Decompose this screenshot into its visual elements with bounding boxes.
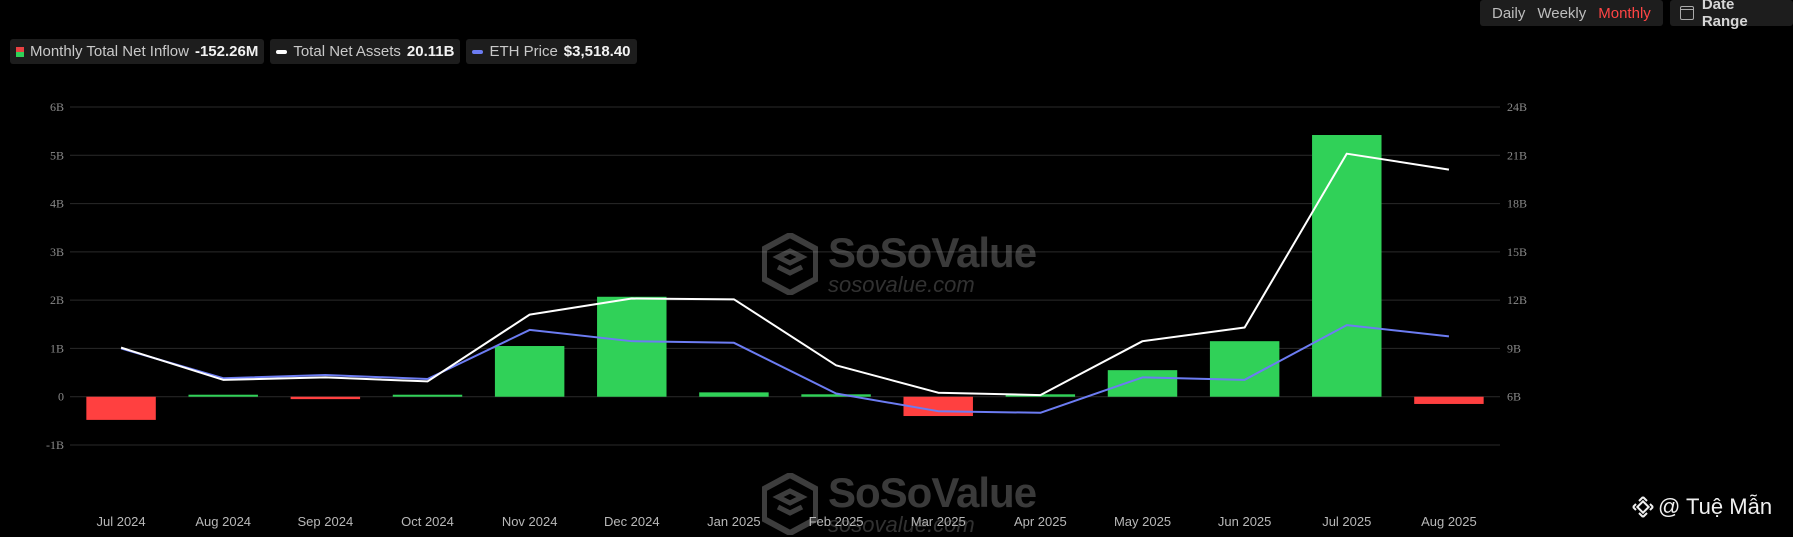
right-tick-label: 12B (1507, 293, 1527, 307)
credit-text: @ Tuệ Mẫn (1658, 494, 1773, 519)
eth-price-line (120, 324, 1450, 414)
right-tick-label: 18B (1507, 197, 1527, 211)
sosovalue-logo-icon (762, 233, 818, 295)
inflow-bar (494, 346, 565, 397)
legend-inflow[interactable]: Monthly Total Net Inflow -152.26M (10, 39, 265, 64)
eth-swatch-icon (472, 49, 484, 54)
right-tick-label: 9B (1507, 341, 1521, 355)
right-tick-label: 24B (1507, 100, 1527, 114)
inflow-bar (86, 396, 156, 420)
x-tick-label: Aug 2024 (195, 514, 251, 529)
chart-legend: Monthly Total Net Inflow -152.26M Total … (10, 39, 637, 64)
legend-eth-label: ETH Price (489, 43, 558, 60)
x-tick-label: May 2025 (1114, 514, 1171, 529)
x-tick-label: Oct 2024 (401, 514, 454, 529)
right-tick-label: 15B (1507, 245, 1527, 259)
legend-inflow-label: Monthly Total Net Inflow (30, 43, 189, 60)
legend-assets-label: Total Net Assets (293, 43, 401, 60)
x-tick-label: Feb 2025 (809, 514, 864, 529)
inflow-bar (597, 296, 667, 397)
watermark-site: sosovalue.com (828, 272, 975, 297)
range-weekly-button[interactable]: Weekly (1537, 4, 1587, 22)
x-tick-label: Dec 2024 (604, 514, 660, 529)
watermark-top: SoSoValue sosovalue.com (762, 229, 1037, 297)
legend-eth[interactable]: ETH Price $3,518.40 (466, 39, 637, 64)
legend-assets[interactable]: Total Net Assets 20.11B (270, 39, 461, 64)
inflow-bar (1107, 370, 1178, 397)
left-tick-label: 5B (50, 148, 64, 162)
x-tick-label: Jan 2025 (707, 514, 761, 529)
left-tick-label: 6B (50, 100, 64, 114)
total-net-assets-line (120, 152, 1450, 397)
legend-assets-value: 20.11B (406, 43, 455, 60)
inflow-bar (188, 394, 258, 397)
sosovalue-logo-icon (762, 473, 818, 535)
left-tick-label: 4B (50, 197, 64, 211)
date-range-button[interactable]: Date Range (1670, 0, 1793, 30)
watermark-brand: SoSoValue (828, 229, 1037, 276)
inflow-swatch-icon (16, 46, 24, 57)
watermark-bottom: SoSoValue sosovalue.com (762, 469, 1037, 537)
x-tick-label: Sep 2024 (298, 514, 354, 529)
inflow-bar (290, 396, 361, 400)
watermark-brand: SoSoValue (828, 469, 1037, 516)
left-tick-label: -1B (46, 438, 64, 452)
x-tick-label: Nov 2024 (502, 514, 558, 529)
watermark-site: sosovalue.com (828, 512, 975, 537)
binance-logo-icon (1632, 496, 1654, 518)
x-tick-label: Mar 2025 (911, 514, 966, 529)
calendar-icon (1680, 6, 1694, 20)
inflow-bar (699, 392, 769, 397)
left-tick-label: 1B (50, 341, 64, 355)
inflow-bar (801, 394, 871, 397)
left-tick-label: 0 (58, 390, 64, 404)
right-tick-label: 6B (1507, 390, 1521, 404)
inflow-bar (392, 394, 463, 397)
x-tick-label: Jun 2025 (1218, 514, 1272, 529)
left-tick-label: 3B (50, 245, 64, 259)
range-daily-button[interactable]: Daily (1492, 4, 1526, 22)
author-credit: @ Tuệ Mẫn (1632, 494, 1772, 520)
legend-eth-value: $3,518.40 (563, 43, 631, 60)
inflow-bar (1414, 396, 1484, 404)
x-tick-label: Jul 2024 (96, 514, 145, 529)
left-tick-label: 2B (50, 293, 64, 307)
range-monthly-button[interactable]: Monthly (1598, 4, 1651, 22)
x-tick-label: Aug 2025 (1421, 514, 1477, 529)
inflow-bar (1312, 135, 1382, 397)
x-tick-label: Jul 2025 (1322, 514, 1371, 529)
interval-toggle: Daily Weekly Monthly (1480, 0, 1663, 26)
legend-inflow-value: -152.26M (194, 43, 259, 60)
date-range-label: Date Range (1701, 0, 1748, 30)
inflow-bar (1209, 341, 1280, 397)
assets-swatch-icon (276, 49, 288, 54)
x-tick-label: Apr 2025 (1014, 514, 1067, 529)
right-tick-label: 21B (1507, 148, 1527, 162)
